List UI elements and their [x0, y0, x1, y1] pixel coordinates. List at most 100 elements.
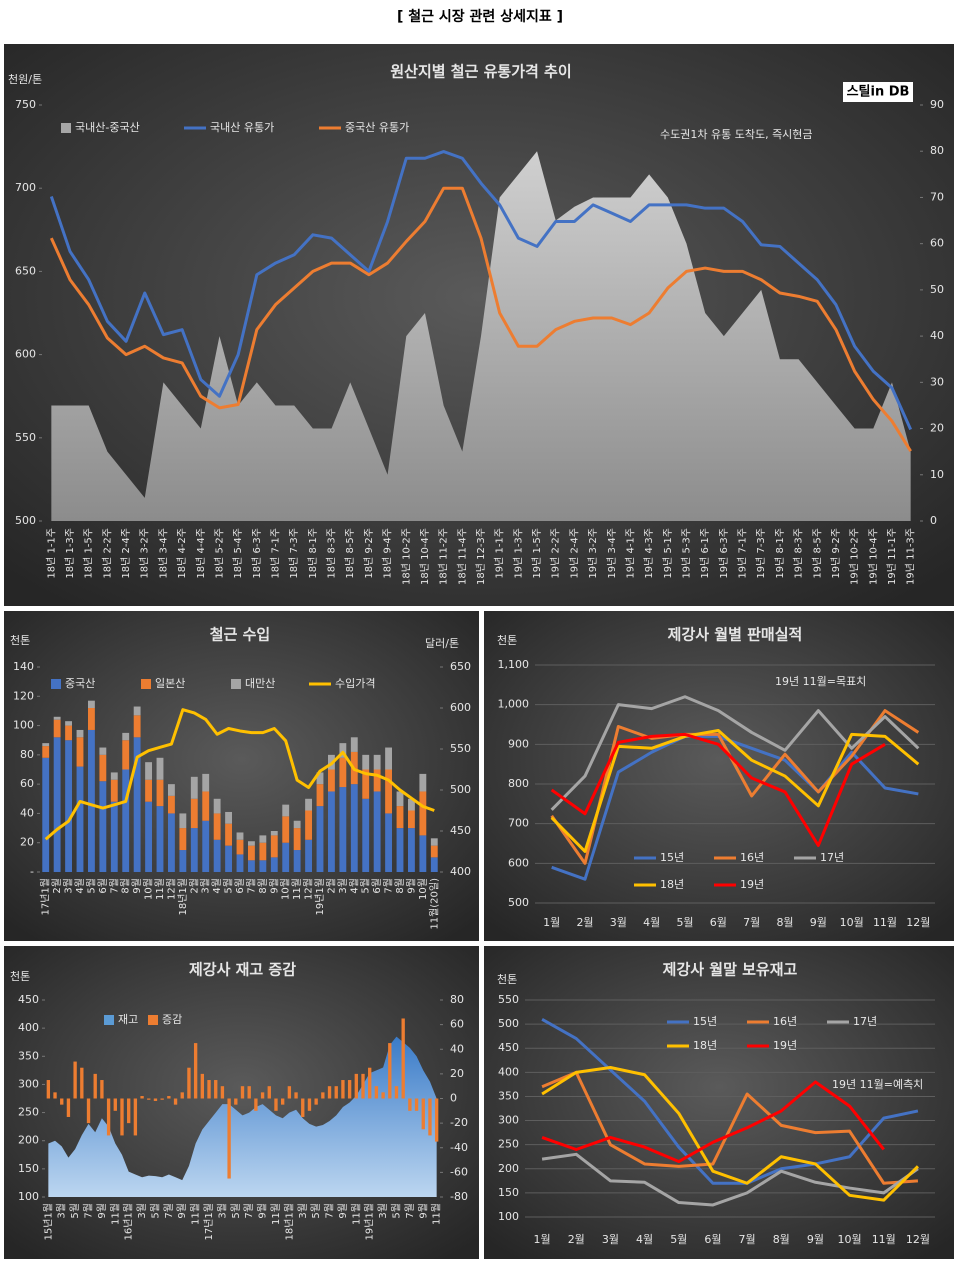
- y-tick-label: 800: [508, 777, 529, 790]
- bar: [307, 1098, 312, 1111]
- x-tick-label: 10월: [143, 878, 155, 900]
- bar: [220, 1086, 225, 1099]
- line: [541, 1070, 919, 1185]
- bar: [350, 737, 358, 752]
- bar: [381, 1092, 385, 1099]
- bar: [293, 828, 301, 851]
- chart-title: 제강사 월말 보유재고: [663, 961, 798, 979]
- x-tick-label: 11월: [154, 878, 166, 900]
- x-tick-label: 7월: [163, 1203, 175, 1219]
- bar: [80, 1067, 84, 1099]
- y-tick-label: 600: [508, 856, 529, 869]
- annotation: 19년 11월=목표치: [775, 675, 866, 688]
- y-tick-label: 900: [508, 737, 529, 750]
- bar: [321, 1092, 325, 1099]
- bar: [328, 791, 335, 872]
- y-tick-label: 450: [18, 993, 39, 1006]
- bar: [213, 813, 221, 840]
- bar: [408, 828, 415, 872]
- legend-label: 국내산 유통가: [210, 121, 274, 134]
- annotation: 수도권1차 유통 도착도, 즉시현금: [660, 128, 813, 141]
- y-tick-label: 550: [15, 431, 36, 444]
- x-tick-label: 18년 3-2주: [139, 528, 151, 579]
- y-tick-label: 750: [15, 98, 36, 111]
- x-tick-label: 2월: [325, 878, 337, 894]
- x-tick-label: 7월: [739, 1233, 756, 1246]
- x-tick-label: 3월: [56, 1203, 68, 1219]
- bar: [419, 835, 427, 872]
- y2-tick-label: 600: [450, 701, 471, 714]
- x-tick-label: 10월: [417, 878, 429, 900]
- x-tick-label: 9월: [257, 1203, 269, 1219]
- x-tick-label: 17년1월: [40, 878, 52, 916]
- bar: [282, 804, 290, 817]
- y-tick-label: 250: [18, 1106, 39, 1119]
- x-tick-label: 3월: [297, 1203, 309, 1219]
- y2-unit: 달러/톤: [425, 637, 459, 650]
- x-tick-label: 9월: [807, 1233, 824, 1246]
- bar: [145, 762, 152, 780]
- y-tick-label: 550: [498, 993, 519, 1006]
- bar: [236, 832, 244, 840]
- bar: [419, 773, 427, 792]
- bar: [133, 706, 141, 716]
- bar: [396, 828, 404, 872]
- legend-label: 19년: [773, 1039, 797, 1052]
- x-tick-label: 19년 11-1주: [886, 528, 898, 585]
- bar: [110, 772, 118, 780]
- y-tick-label: 140: [13, 660, 34, 673]
- y-tick-label: 20: [20, 836, 34, 849]
- bar: [234, 1098, 238, 1105]
- x-tick-label: 19년 10-4주: [867, 528, 879, 585]
- bar: [200, 1073, 205, 1099]
- x-tick-label: 9월: [176, 1203, 188, 1219]
- bar: [254, 1098, 258, 1111]
- bar: [270, 835, 278, 858]
- x-tick-label: 7월: [245, 878, 257, 894]
- legend-label: 국내산-중국산: [75, 121, 140, 134]
- x-tick-label: 19년 1-5주: [531, 528, 543, 579]
- bar: [248, 860, 255, 872]
- y2-tick-label: 0: [930, 514, 937, 527]
- legend-label: 재고: [118, 1013, 138, 1026]
- x-tick-label: 3월: [377, 1203, 389, 1219]
- line: [550, 732, 886, 847]
- bar: [396, 791, 404, 807]
- bar: [99, 747, 107, 755]
- x-tick-label: 3월: [200, 878, 212, 894]
- bar: [122, 769, 130, 872]
- x-tick-label: 3월: [602, 1233, 619, 1246]
- bar: [328, 769, 335, 792]
- x-tick-label: 7월: [383, 878, 395, 894]
- legend-label: 16년: [773, 1015, 797, 1028]
- bar: [53, 719, 61, 738]
- y2-tick-label: -40: [450, 1141, 468, 1154]
- bar: [339, 743, 347, 758]
- bar: [240, 1086, 245, 1099]
- bar: [314, 1098, 318, 1105]
- bar: [66, 1098, 71, 1117]
- x-tick-label: 7월: [83, 1203, 95, 1219]
- chart-title: 원산지별 철근 유통가격 추이: [390, 63, 571, 81]
- bar: [225, 845, 232, 872]
- x-tick-label: 9월: [131, 878, 143, 894]
- bar: [133, 715, 141, 738]
- y2-tick-label: -60: [450, 1165, 468, 1178]
- x-tick-label: 19년 4-3주: [643, 528, 655, 579]
- bar: [99, 754, 107, 782]
- x-tick-label: 6월: [710, 916, 727, 929]
- y-tick-label: -: [30, 865, 34, 878]
- bar: [361, 1073, 365, 1099]
- bar: [156, 757, 164, 780]
- legend-label: 16년: [740, 851, 764, 864]
- bar: [213, 839, 221, 872]
- x-tick-label: 9월: [96, 1203, 108, 1219]
- x-tick-label: 4월: [636, 1233, 653, 1246]
- bar: [374, 1086, 379, 1099]
- y-tick-label: 350: [18, 1049, 39, 1062]
- bar: [60, 1098, 64, 1105]
- y-tick-label: 700: [508, 817, 529, 830]
- bar: [430, 857, 438, 872]
- y2-tick-label: 70: [930, 190, 944, 203]
